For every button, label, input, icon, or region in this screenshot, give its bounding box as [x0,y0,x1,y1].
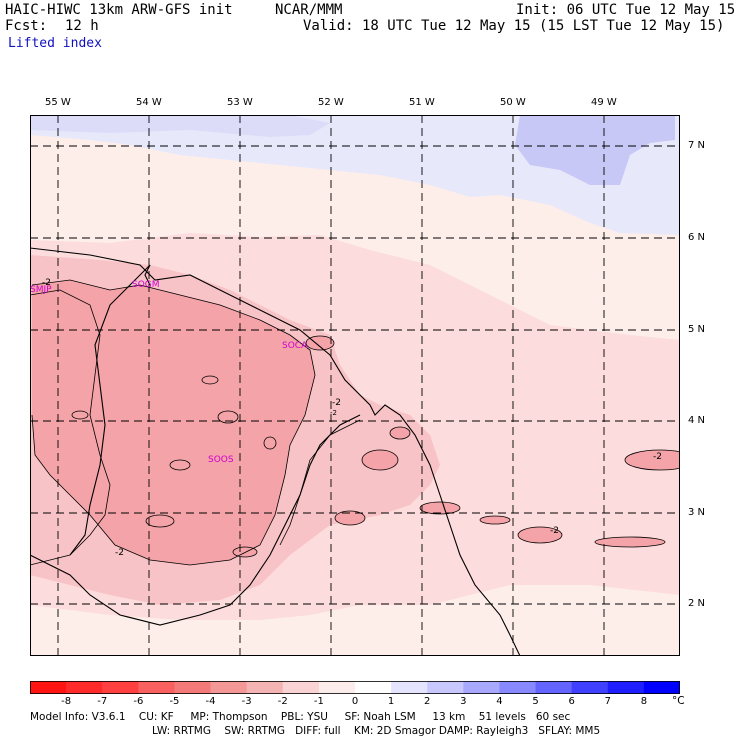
valid-time: Valid: 18 UTC Tue 12 May 15 (15 LST Tue … [303,18,725,34]
li-minus3-region [32,280,315,565]
lat-label: 2 N [688,598,706,609]
colorbar-swatch [499,681,537,694]
colorbar-tick-label: 1 [387,696,395,707]
station-label: SOCA [282,341,308,351]
colorbar [30,681,680,694]
colorbar-tick-label: -7 [97,696,108,707]
model-title: HAIC-HIWC 13km ARW-GFS init [5,2,233,18]
init-time: Init: 06 UTC Tue 12 May 15 [516,2,736,18]
colorbar-swatch [355,681,392,694]
footer-line1: Model Info: V3.6.1 CU: KF MP: Thompson P… [30,711,571,723]
colorbar-swatch [30,681,67,694]
colorbar-swatch [66,681,103,694]
colorbar-tick-label: 7 [604,696,611,707]
lifted-index-map: SMJP SOGM SOCA SOOS -2 -2 -2 -2 -2 -2 [30,115,680,656]
colorbar-swatch [607,681,645,694]
colorbar-swatch [643,681,680,694]
colorbar-swatch [427,681,464,694]
lat-label: 7 N [688,140,706,151]
contour-label: -2 [330,409,337,417]
colorbar-swatch [535,681,573,694]
colorbar-swatch [246,681,284,694]
colorbar-tick-label: -8 [61,696,72,707]
lat-label: 3 N [688,507,706,518]
colorbar-tick-label: -1 [313,696,324,707]
station-label: SOOS [208,455,234,465]
lat-label: 4 N [688,415,706,426]
map-frame [30,115,680,656]
contour-label: -2 [653,452,662,462]
station-label: SMJP [30,285,52,295]
colorbar-swatch [174,681,212,694]
lon-label: 51 W [409,97,435,108]
footer-line2: LW: RRTMG SW: RRTMG DIFF: full KM: 2D Sm… [152,725,601,737]
lat-label: 6 N [688,232,706,243]
colorbar-tick-label: -3 [241,696,252,707]
contour-label: -2 [550,526,559,536]
colorbar-tick-label: 5 [532,696,539,707]
grid [30,115,680,656]
org-label: NCAR/MMM [275,2,343,18]
colorbar-tick-label: -5 [169,696,180,707]
positive-li-band [30,115,330,137]
colorbar-swatch [138,681,175,694]
lon-label: 54 W [136,97,162,108]
field-name: Lifted index [8,36,102,51]
contour-label: -2 [42,278,51,288]
coastline [30,247,521,656]
border-line [144,264,151,286]
colorbar-tick-label: -2 [277,696,288,707]
station-label: SOGM [132,280,160,290]
colorbar-tick-label: -4 [205,696,216,707]
contour-line [31,279,316,566]
colorbar-swatch [210,681,248,694]
lon-label: 55 W [45,97,71,108]
lat-label: 5 N [688,324,706,335]
lon-label: 50 W [500,97,526,108]
lon-label: 52 W [318,97,344,108]
colorbar-tick-label: 4 [496,696,503,707]
colorbar-tick-label: 6 [568,696,575,707]
border-line [30,414,361,626]
colorbar-unit: °C [672,695,685,707]
colorbar-tick-label: 0 [351,696,359,707]
colorbar-tick-label: 2 [424,696,431,707]
colorbar-swatch [463,681,500,694]
contour-label: -2 [332,398,341,408]
colorbar-tick-label: -6 [133,696,144,707]
contour-cells [71,335,680,558]
colorbar-swatch [318,681,356,694]
colorbar-tick-label: 8 [640,696,648,707]
positive-li-core [515,115,675,185]
border-line [69,264,151,556]
contour-line [30,289,111,566]
colorbar-swatch [571,681,609,694]
lon-label: 49 W [591,97,617,108]
lon-label: 53 W [227,97,253,108]
colorbar-tick-label: 3 [460,696,467,707]
forecast-label: Fcst: [5,18,48,34]
colorbar-swatch [102,681,139,694]
colorbar-swatch [282,681,320,694]
contour-label: -2 [115,548,124,558]
colorbar-swatch [391,681,428,694]
forecast-hour: 12 h [65,18,99,34]
contour-line [279,419,361,546]
